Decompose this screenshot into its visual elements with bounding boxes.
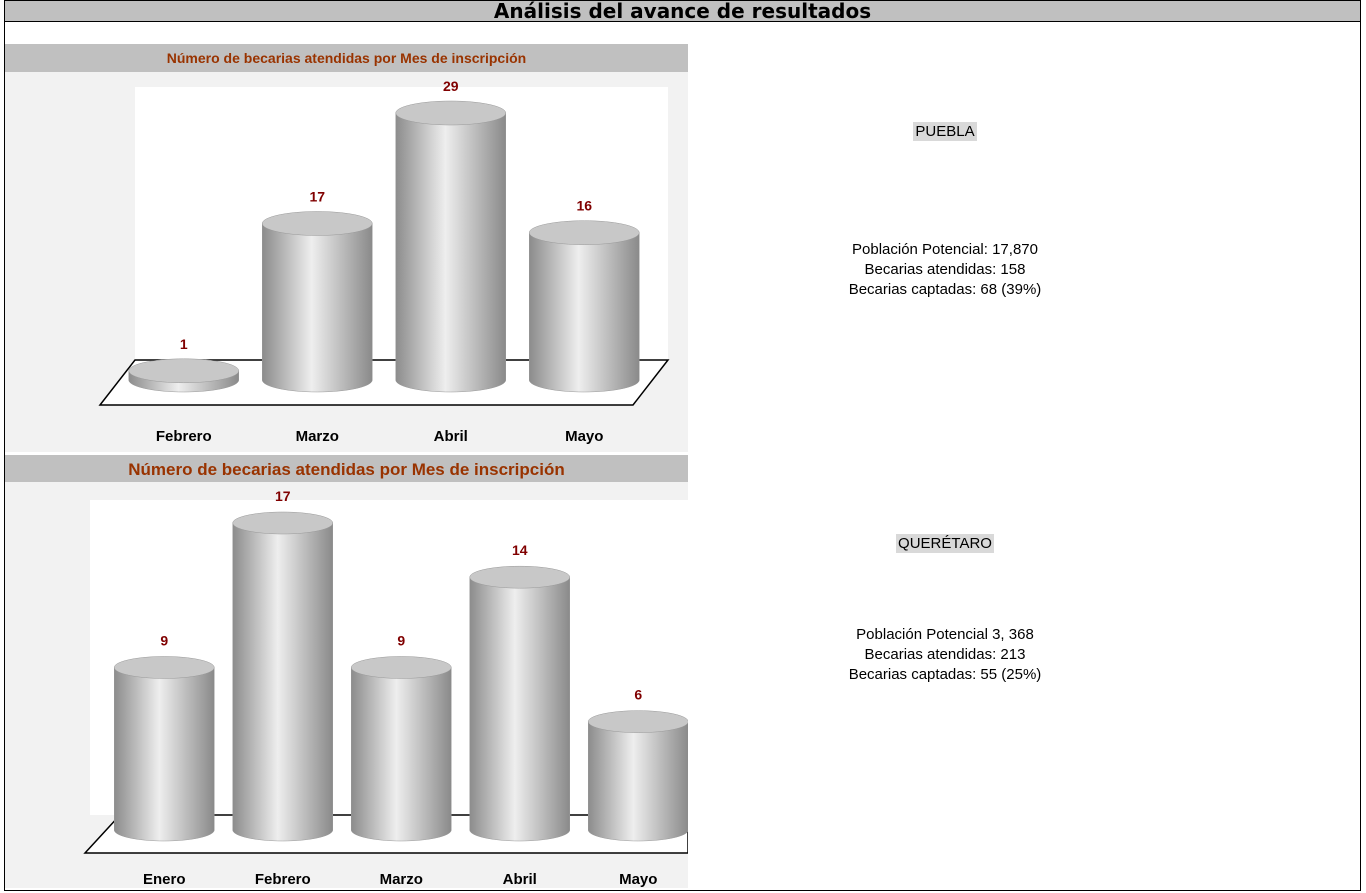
- cylinder-top: [588, 710, 688, 733]
- x-tick-label: Abril: [503, 871, 537, 888]
- state-name: QUERÉTARO: [896, 534, 994, 553]
- bar: [469, 565, 570, 842]
- info-line: Becarias captadas: 68 (39%): [848, 281, 1042, 298]
- x-tick-label: Marzo: [296, 428, 339, 445]
- state-name: PUEBLA: [913, 122, 977, 141]
- info-line: Becarias captadas: 55 (25%): [848, 666, 1042, 683]
- value-label: 6: [634, 687, 642, 703]
- cylinder-body: [232, 522, 333, 842]
- value-label: 14: [512, 542, 528, 558]
- value-label: 29: [443, 78, 459, 94]
- value-label: 9: [397, 632, 405, 648]
- value-label: 17: [309, 188, 325, 204]
- value-label: 1: [180, 336, 188, 352]
- info-line: Becarias atendidas: 213: [864, 646, 1026, 663]
- cylinder-top: [128, 358, 239, 384]
- info-panel: PUEBLA Población Potencial: 17,870 Becar…: [700, 122, 1190, 300]
- chart-title-bar: Número de becarias atendidas por Mes de …: [5, 455, 688, 482]
- x-tick-label: Marzo: [380, 871, 423, 888]
- bar: [232, 511, 333, 842]
- bar: [529, 220, 640, 393]
- x-tick-label: Enero: [143, 871, 186, 888]
- cylinder-top: [529, 220, 640, 245]
- bar: [351, 656, 452, 842]
- value-label: 9: [160, 632, 168, 648]
- chart-title: Número de becarias atendidas por Mes de …: [128, 460, 565, 479]
- cylinder-body: [395, 112, 506, 393]
- bar: [262, 211, 373, 393]
- chart-title: Número de becarias atendidas por Mes de …: [5, 44, 688, 72]
- cylinder-body: [588, 721, 688, 842]
- cylinder-top: [262, 211, 373, 236]
- floor: [98, 359, 670, 406]
- x-tick-label: Mayo: [565, 428, 603, 445]
- x-tick-label: Febrero: [255, 871, 311, 888]
- cylinder-body: [351, 667, 452, 842]
- info-line: Población Potencial 3, 368: [856, 626, 1034, 643]
- page-title: Análisis del avance de resultados: [4, 0, 1361, 22]
- cylinder-top: [395, 100, 506, 126]
- cylinder-body: [114, 667, 215, 842]
- x-tick-label: Febrero: [156, 428, 212, 445]
- cylinder-top: [114, 656, 215, 679]
- bar: [128, 358, 239, 393]
- bar: [588, 710, 688, 842]
- cylinder-top: [469, 565, 570, 589]
- cylinder-top: [232, 511, 333, 535]
- info-panel: QUERÉTARO Población Potencial 3, 368 Bec…: [700, 534, 1190, 685]
- bar: [395, 100, 506, 393]
- x-tick-label: Abril: [434, 428, 468, 445]
- cylinder-body: [262, 223, 373, 393]
- cylinder-body: [529, 232, 640, 393]
- x-tick-label: Mayo: [619, 871, 657, 888]
- bar: [114, 656, 215, 842]
- value-label: 16: [576, 198, 592, 214]
- value-label: 17: [275, 488, 291, 504]
- cylinder-body: [469, 576, 570, 842]
- chart: 1 Febrero 17 Marzo 29 Abril 16 Mayo: [5, 72, 688, 452]
- info-line: Becarias atendidas: 158: [864, 261, 1026, 278]
- cylinder-top: [351, 656, 452, 679]
- chart: 9 Enero 17 Febrero 9 Marzo 14 Abril 6 Mayo: [5, 482, 688, 888]
- info-line: Población Potencial: 17,870: [852, 241, 1038, 258]
